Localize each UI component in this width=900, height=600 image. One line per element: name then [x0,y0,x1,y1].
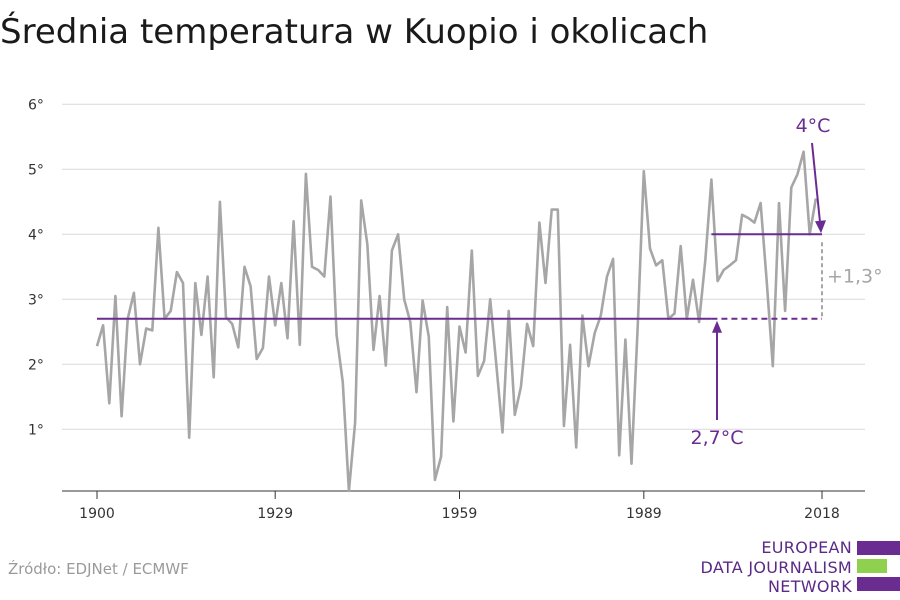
y-tick-label: 6° [28,97,44,113]
logo-text-european: EUROPEAN [761,538,852,557]
delta-label: +1,3° [827,266,883,288]
y-tick-label: 2° [28,357,44,373]
baseline-arrow-head [712,320,722,333]
logo-text-network: NETWORK [768,577,852,596]
chart-title: Średnia temperatura w Kuopio i okolicach [0,12,709,52]
recent-arrow-head [815,220,826,234]
recent-arrow-shaft [811,142,821,223]
baseline-label: 2,7°C [691,427,744,449]
source-note: Źródło: EDJNet / ECMWF [8,560,189,578]
x-tick-label: 1959 [442,506,478,522]
logo-text-data-journalism: DATA JOURNALISM [700,558,852,577]
y-tick-label: 3° [28,292,44,308]
logo-bar-middle [857,559,887,573]
temperature-series-line [95,150,818,493]
y-tick-label: 1° [28,422,44,438]
x-tick-label: 1989 [626,506,662,522]
logo-bar-top [857,541,900,555]
y-tick-label: 5° [28,162,44,178]
y-tick-label: 4° [28,227,44,243]
x-tick-label: 1929 [257,506,293,522]
logo-bar-bottom [857,577,900,591]
x-tick-label: 2018 [804,506,840,522]
x-tick-label: 1900 [79,506,115,522]
recent-label: 4°C [796,115,831,137]
